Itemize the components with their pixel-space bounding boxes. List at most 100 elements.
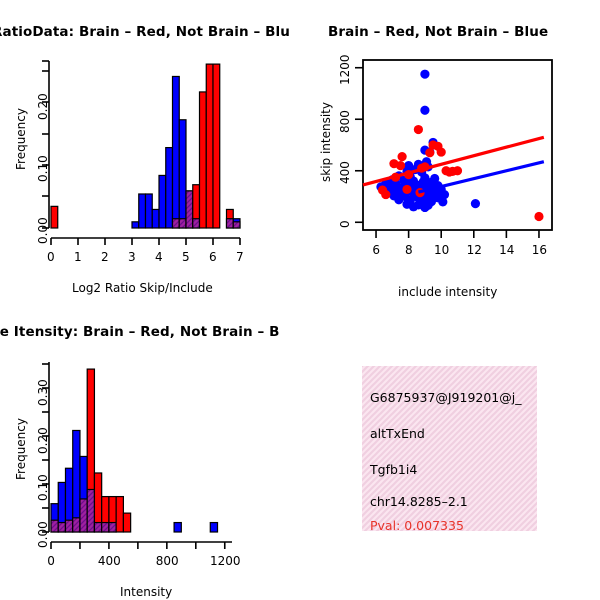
ytick-label: 800 — [338, 109, 352, 133]
scatter-xaxis — [375, 230, 540, 238]
xtick-label: 8 — [405, 243, 413, 257]
hist-ratio-xaxis — [50, 237, 241, 245]
scatter-point — [395, 161, 406, 171]
hist-intensity-svg — [42, 362, 232, 549]
hist-bar-overlap — [50, 519, 59, 533]
xtick-label: 12 — [466, 243, 482, 257]
xtick-label: 2 — [101, 250, 109, 264]
hist-bar-overlap — [72, 517, 81, 533]
info-box: G6875937@J919201@j_ altTxEnd Tgfb1i4 chr14.… — [362, 366, 537, 531]
scatter-point — [425, 148, 435, 158]
hist-bar — [144, 193, 153, 229]
hist-bar — [151, 208, 160, 229]
info-line: Tgfb1i4 — [370, 462, 418, 477]
hist-bar-overlap — [79, 498, 88, 533]
panel-info: G6875937@J919201@j_ altTxEnd Tgfb1i4 chr14.… — [300, 300, 600, 600]
hist-bar — [205, 63, 214, 229]
trend-line — [418, 160, 545, 194]
hist-ratio-yaxis — [42, 60, 50, 229]
hist-bar-overlap — [185, 190, 194, 229]
xtick-label: 1 — [74, 250, 82, 264]
scatter-point — [420, 202, 430, 213]
hist-ratio-bars — [50, 63, 241, 229]
scatter-point — [394, 195, 404, 205]
xtick-label: 6 — [372, 243, 381, 257]
hist-ratio-title: RatioData: Brain – Red, Not Brain – Blu — [0, 24, 290, 40]
trend-line — [362, 135, 545, 187]
hist-bar — [178, 119, 187, 229]
scatter-svg — [355, 59, 553, 238]
hist-bar — [131, 221, 140, 229]
hist-bar — [198, 91, 207, 229]
hist-bar — [171, 75, 180, 229]
info-line: altTxEnd — [370, 426, 425, 441]
hist-bar-overlap — [232, 221, 241, 229]
ytick-label: 0.20 — [36, 426, 50, 454]
hist-bar — [50, 205, 59, 229]
info-line: G6875937@J919201@j_ — [370, 390, 522, 405]
scatter-ylabel: skip intensity — [319, 102, 333, 182]
ytick-label: 0.00 — [36, 521, 50, 548]
xtick-label: 7 — [236, 250, 244, 264]
hist-bar-overlap — [171, 218, 180, 229]
hist-intensity-xaxis — [50, 541, 232, 549]
scatter-point — [420, 105, 430, 115]
hist-intensity-ylabel: Frequency — [14, 418, 28, 480]
hist-bar — [212, 63, 221, 229]
hist-intensity-xlabel: Intensity — [120, 585, 173, 599]
ytick-label: 1200 — [338, 54, 352, 85]
scatter-point — [452, 166, 463, 176]
scatter-point — [381, 189, 391, 200]
ytick-label: 0.20 — [36, 93, 50, 121]
hist-bar-overlap — [86, 488, 96, 533]
scatter-plot-box — [362, 59, 553, 231]
xtick-label: 3 — [128, 250, 136, 264]
xtick-label: 6 — [209, 250, 217, 264]
xtick-label: 1200 — [209, 554, 241, 568]
hist-bar — [115, 495, 125, 533]
panel-hist-intensity: ne Itensity: Brain – Red, Not Brain – B … — [0, 300, 300, 600]
scatter-point — [534, 211, 544, 222]
scatter-point — [402, 184, 412, 195]
info-line: chr14.8285–2.1 — [370, 494, 468, 509]
hist-bar — [122, 512, 132, 533]
scatter-point — [397, 151, 407, 162]
hist-bar-overlap — [101, 521, 110, 533]
xtick-label: 4 — [155, 250, 163, 264]
panel-hist-ratio: RatioData: Brain – Red, Not Brain – Blu … — [0, 0, 300, 300]
xtick-label: 0 — [47, 250, 55, 264]
hist-bar-overlap — [192, 218, 201, 229]
hist-bar — [138, 193, 147, 229]
scatter-point — [438, 197, 448, 207]
xtick-label: 5 — [182, 250, 190, 264]
ytick-label: 0.00 — [36, 217, 50, 244]
scatter-point — [444, 167, 454, 177]
hist-intensity-title: ne Itensity: Brain – Red, Not Brain – B — [0, 324, 280, 340]
ytick-label: 0 — [338, 220, 352, 229]
hist-intensity-bars — [50, 368, 219, 533]
ytick-label: 0.10 — [36, 155, 50, 183]
scatter-point — [470, 198, 481, 209]
xtick-label: 400 — [97, 554, 121, 568]
hist-bar — [165, 146, 174, 229]
panel-scatter: Brain – Red, Not Brain – Blue skip inten… — [300, 0, 600, 300]
hist-intensity-yaxis — [42, 362, 50, 533]
xtick-label: 10 — [434, 243, 450, 257]
info-box-hatch — [362, 366, 537, 531]
scatter-point — [413, 124, 423, 135]
hist-bar-overlap — [64, 519, 74, 533]
scatter-yaxis — [355, 66, 363, 224]
scatter-xlabel: include intensity — [398, 285, 498, 299]
scatter-point — [408, 202, 419, 212]
pval-line: Pval: 0.007335 — [370, 518, 464, 531]
ytick-label: 0.10 — [36, 474, 50, 501]
scatter-trend-lines — [362, 135, 545, 194]
hist-bar — [173, 521, 182, 533]
scatter-title: Brain – Red, Not Brain – Blue — [328, 24, 549, 40]
ytick-label: 0.30 — [36, 379, 50, 407]
hist-ratio-xlabel: Log2 Ratio Skip/Include — [72, 281, 213, 295]
scatter-point — [436, 147, 446, 157]
xtick-label: 0 — [47, 554, 55, 568]
scatter-point — [420, 69, 430, 79]
ytick-label: 400 — [338, 161, 352, 185]
